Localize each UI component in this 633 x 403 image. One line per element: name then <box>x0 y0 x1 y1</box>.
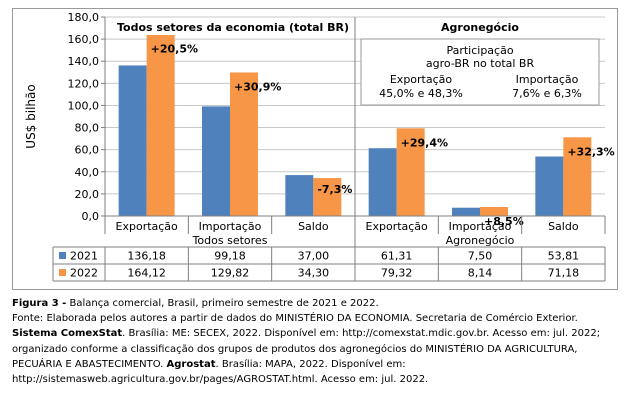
group-label-1: Agronegócio <box>446 234 515 247</box>
y-tick-label: 140,0 <box>68 55 100 68</box>
y-tick-label: 180,0 <box>68 11 100 24</box>
table-value-2021-4: 7,50 <box>468 250 493 263</box>
y-tick-label: 100,0 <box>68 99 100 112</box>
participation-import-value: 7,6% e 6,3% <box>512 87 582 100</box>
table-value-2021-5: 53,81 <box>548 250 580 263</box>
figure-caption: Figura 3 - Balança comercial, Brasil, pr… <box>12 296 622 387</box>
figure-title-text: Balança comercial, Brasil, primeiro seme… <box>66 298 379 309</box>
group-title-bg <box>111 19 315 35</box>
legend-swatch-2022 <box>59 269 66 276</box>
chart-frame: 0,0 20,0 40,0 60,0 80,0 100,0 120,0 140,0 160,0 1… <box>12 8 618 290</box>
source-text-2: . Brasília: ME: SECEX, 2022. Disponível … <box>12 328 601 370</box>
y-tick-label: 120,0 <box>68 77 100 90</box>
table-value-2022-5: 71,18 <box>548 267 580 280</box>
change-label-2: -7,3% <box>317 183 352 196</box>
y-tick-label: 40,0 <box>75 166 100 179</box>
bar-2022-0 <box>146 34 175 217</box>
bar-2022-2 <box>313 178 342 216</box>
y-tick-label: 80,0 <box>75 122 100 135</box>
change-label-1: +30,9% <box>234 80 281 93</box>
category-label-3: Exportação <box>366 220 429 233</box>
bar-2021-4 <box>452 207 480 216</box>
bar-2021-0 <box>118 65 147 216</box>
participation-import-label: Importação <box>516 73 579 86</box>
table-value-2022-1: 129,82 <box>211 267 250 280</box>
bar-2022-4 <box>480 207 508 216</box>
legend-swatch-2021 <box>59 252 66 259</box>
table-value-2021-1: 99,18 <box>214 250 246 263</box>
table-value-2022-2: 34,30 <box>298 267 330 280</box>
group-label-0: Todos setores <box>192 234 268 247</box>
figure-source: Fonte: Elaborada pelos autores a partir … <box>12 311 622 387</box>
y-tick-label: 0,0 <box>82 210 100 223</box>
legend-label-2022: 2022 <box>70 267 98 280</box>
y-tick-label: 60,0 <box>75 144 100 157</box>
category-label-5: Saldo <box>548 220 579 233</box>
participation-box <box>360 38 600 106</box>
source-bold-2: Agrostat <box>166 358 216 370</box>
category-label-1: Importação <box>199 220 262 233</box>
table-value-2021-0: 136,18 <box>127 250 166 263</box>
category-label-2: Saldo <box>298 220 329 233</box>
y-axis-label: US$ bilhão <box>24 84 38 148</box>
bar-2022-1 <box>230 72 258 216</box>
figure-label: Figura 3 - <box>12 298 67 309</box>
participation-title-1: Participação <box>446 44 513 57</box>
bar-2021-1 <box>202 106 230 216</box>
source-text-3: . Brasília: MAPA, 2022. Disponível em: h… <box>12 358 429 386</box>
table-value-2021-2: 37,00 <box>298 250 330 263</box>
participation-title-2: agro-BR no total BR <box>426 57 535 70</box>
participation-export-value: 45,0% e 48,3% <box>379 87 463 100</box>
bar-2021-3 <box>368 148 397 216</box>
table-value-2021-3: 61,31 <box>381 250 413 263</box>
bar-2022-3 <box>396 128 425 216</box>
legend-label-2021: 2021 <box>70 250 98 263</box>
table-value-2022-3: 79,32 <box>381 267 413 280</box>
bar-2021-2 <box>285 175 314 216</box>
table-value-2022-0: 164,12 <box>127 267 166 280</box>
bar-2021-5 <box>535 156 564 216</box>
bar-chart: 0,0 20,0 40,0 60,0 80,0 100,0 120,0 140,0 160,0 1… <box>24 11 615 282</box>
category-label-0: Exportação <box>116 220 179 233</box>
participation-export-label: Exportação <box>390 73 453 86</box>
group-title-1: Todos setores da economia (total BR) <box>117 21 349 34</box>
source-text-1: Fonte: Elaborada pelos autores a partir … <box>12 313 578 325</box>
change-label-5: +32,3% <box>567 145 614 158</box>
change-label-3: +29,4% <box>401 136 448 149</box>
category-label-4: Importação <box>449 220 512 233</box>
bar-2022-5 <box>563 137 592 216</box>
change-label-4: +8,5% <box>484 215 524 228</box>
y-tick-label: 20,0 <box>75 188 100 201</box>
y-tick-label: 160,0 <box>68 33 100 46</box>
table-value-2022-4: 8,14 <box>468 267 493 280</box>
source-bold-1: Sistema ComexStat <box>12 328 123 340</box>
group-title-2: Agronegócio <box>441 21 519 34</box>
figure-title: Figura 3 - Balança comercial, Brasil, pr… <box>12 296 622 311</box>
change-label-0: +20,5% <box>151 43 198 56</box>
